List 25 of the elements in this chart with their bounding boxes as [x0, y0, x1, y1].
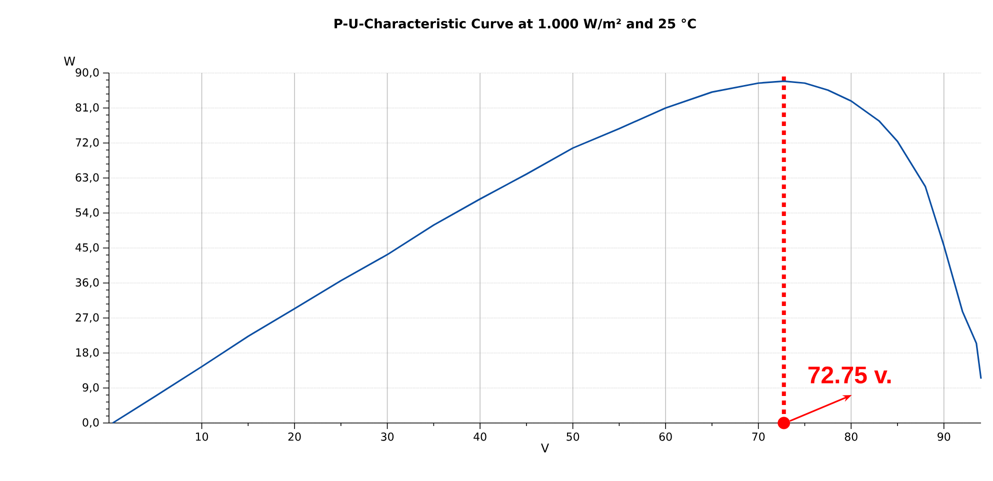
x-tick-label: 60: [659, 432, 672, 441]
y-tick-label: 9,0: [82, 383, 99, 393]
y-tick-label: 36,0: [76, 278, 99, 288]
y-tick-label: 0,0: [82, 418, 99, 428]
annotation: 72.75 v.: [808, 366, 891, 384]
y-axis-title: W: [64, 56, 76, 66]
x-tick-label: 80: [844, 432, 858, 441]
y-tick-label: 27,0: [76, 313, 99, 323]
line-series: [112, 80, 982, 424]
y-tick-label: 18,0: [76, 348, 99, 358]
x-tick-label: 30: [381, 432, 394, 441]
x-tick-label: 10: [196, 432, 208, 441]
y-tick-label: 54,0: [76, 208, 99, 218]
x-tick-label: 50: [566, 432, 580, 441]
x-tick-label: 20: [288, 432, 301, 441]
y-tick-label: 45,0: [76, 243, 99, 253]
x-tick-label: 90: [938, 432, 950, 441]
chart-title: P-U-Characteristic Curve at 1.000 W/m² and 25 °C: [334, 18, 696, 30]
y-tick-label: 72,0: [76, 138, 99, 148]
x-axis-title: V: [540, 444, 550, 452]
x-tick-label: 70: [752, 432, 765, 441]
x-tick-label: 40: [474, 432, 486, 441]
y-tick-label: 90,0: [76, 68, 99, 78]
y-tick-label: 81,0: [76, 103, 99, 113]
y-tick-label: 63,0: [76, 173, 99, 183]
